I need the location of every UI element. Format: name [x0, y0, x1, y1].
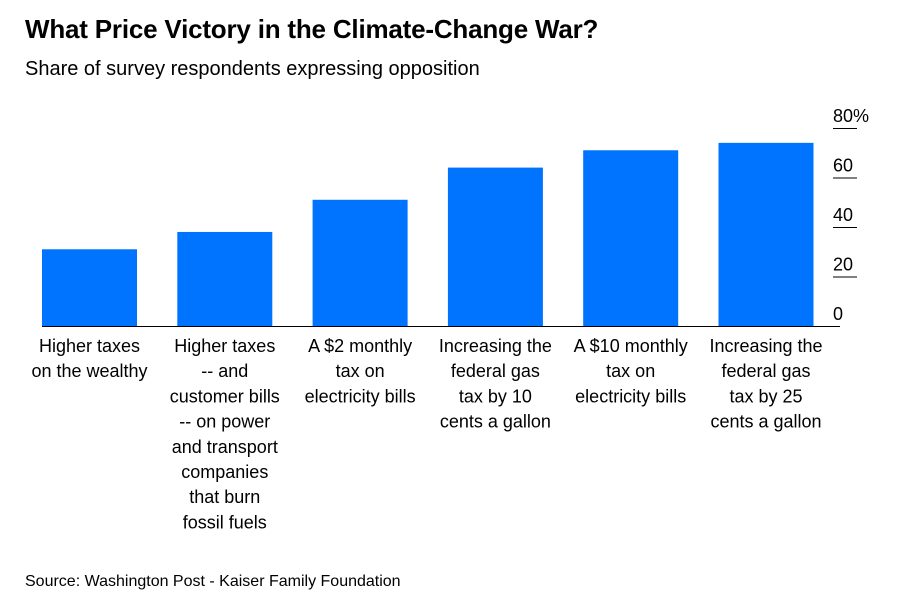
x-tick-label-line: customer bills [170, 386, 280, 406]
x-tick-label-line: Higher taxes [39, 336, 140, 356]
bar-5 [583, 150, 679, 326]
bar-3 [312, 199, 408, 326]
x-tick-label-line: tax by 10 [459, 386, 532, 406]
x-tick-label-line: tax on [606, 361, 655, 381]
x-tick-label-line: -- on power [179, 412, 270, 432]
x-tick-label-line: electricity bills [305, 386, 416, 406]
y-axis: 0 20 40 60 80% [833, 106, 869, 324]
bars-group [42, 142, 814, 326]
x-tick-label-line: companies [181, 462, 268, 482]
x-tick-label-line: cents a gallon [710, 412, 821, 432]
x-tick-label-1: Higher taxes on the wealthy [31, 336, 147, 381]
y-tick-label: 0 [833, 304, 843, 324]
x-tick-label-line: electricity bills [575, 386, 686, 406]
x-tick-label-line: that burn [189, 487, 260, 507]
bar-2 [177, 231, 273, 326]
x-tick-label-line: fossil fuels [183, 512, 267, 532]
y-tick-label: 40 [833, 205, 853, 225]
y-tick-label: 60 [833, 156, 853, 176]
x-tick-label-line: Increasing the [439, 336, 552, 356]
chart-title: What Price Victory in the Climate-Change… [25, 14, 599, 44]
x-tick-label-line: federal gas [451, 361, 540, 381]
x-tick-label-2: Higher taxes -- and customer bills -- on po… [170, 336, 280, 532]
bar-4 [447, 167, 543, 326]
x-tick-label-line: Higher taxes [174, 336, 275, 356]
x-tick-label-line: federal gas [721, 361, 810, 381]
x-tick-label-line: on the wealthy [31, 361, 147, 381]
x-axis-labels: Higher taxes on the wealthy Higher taxes --… [31, 336, 822, 532]
x-tick-label-line: A $10 monthly [574, 336, 688, 356]
x-tick-label-line: cents a gallon [440, 412, 551, 432]
source-note: Source: Washington Post - Kaiser Family … [25, 573, 401, 590]
chart-subtitle: Share of survey respondents expressing o… [25, 58, 480, 80]
bar-1 [42, 249, 137, 326]
x-tick-label-line: A $2 monthly [308, 336, 412, 356]
x-tick-label-5: A $10 monthly tax on electricity bills [574, 336, 688, 406]
bar-6 [718, 142, 814, 326]
x-tick-label-line: Increasing the [709, 336, 822, 356]
x-tick-label-line: -- and [201, 361, 248, 381]
x-tick-label-6: Increasing the federal gas tax by 25 cents … [709, 336, 822, 432]
x-tick-label-line: tax by 25 [729, 386, 802, 406]
x-tick-label-line: tax on [336, 361, 385, 381]
y-tick-label: 80% [833, 106, 869, 126]
x-tick-label-3: A $2 monthly tax on electricity bills [305, 336, 416, 406]
x-tick-label-4: Increasing the federal gas tax by 10 cents … [439, 336, 552, 432]
y-tick-label: 20 [833, 255, 853, 275]
x-tick-label-line: and transport [172, 437, 278, 457]
